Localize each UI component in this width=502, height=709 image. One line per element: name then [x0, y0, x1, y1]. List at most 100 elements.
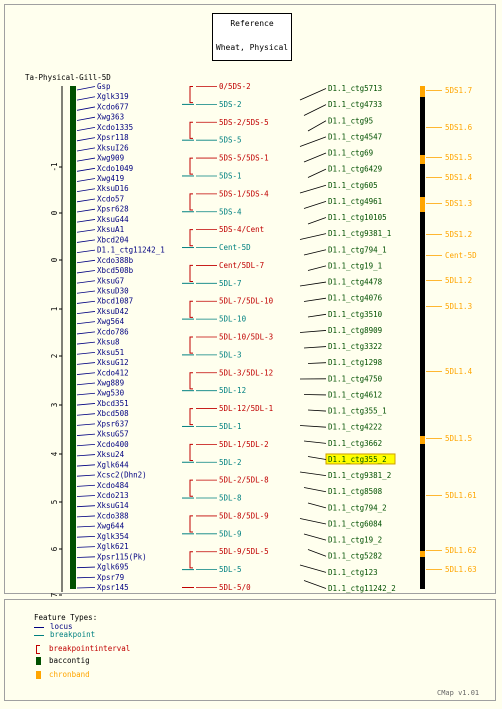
locus-label[interactable]: XksuD42	[97, 307, 129, 316]
locus-label[interactable]: Xcdo786	[97, 327, 129, 336]
chronband-label[interactable]: 5DL1.2	[445, 276, 472, 285]
contig-label[interactable]: D1.1_ctg8909	[328, 326, 382, 335]
breakpoint-label[interactable]: 5DS-5	[219, 136, 242, 145]
locus-label[interactable]: Xglk319	[97, 92, 129, 101]
locus-label[interactable]: Xcdo400	[97, 440, 129, 449]
locus-label[interactable]: Xksu51	[97, 348, 124, 357]
locus-label[interactable]: Xcdo57	[97, 194, 124, 203]
locus-label[interactable]: Xpsr145	[97, 583, 129, 592]
chronband-label[interactable]: 5DS1.4	[445, 173, 473, 182]
chronband-label[interactable]: 5DL1.5	[445, 434, 472, 443]
breakpoint-label[interactable]: 5DS-4	[219, 207, 242, 216]
contig-label[interactable]: D1.1_ctg4076	[328, 294, 383, 303]
contig-label[interactable]: D1.1_ctg6429	[328, 165, 382, 174]
breakpoint-label[interactable]: 5DL-8	[219, 494, 242, 503]
reference-map-box[interactable]: Reference Wheat, Physical	[212, 13, 292, 61]
locus-label[interactable]: Xbcd204	[97, 235, 129, 244]
breakpoint-label[interactable]: 5DL-10/5DL-3	[219, 333, 273, 342]
contig-label[interactable]: D1.1_ctg4733	[328, 100, 382, 109]
chronband-label[interactable]: 5DS1.6	[445, 123, 473, 132]
locus-label[interactable]: XksuG14	[97, 501, 129, 510]
locus-label[interactable]: Xbcd508	[97, 409, 129, 418]
breakpoint-label[interactable]: 5DS-1/5DS-4	[219, 189, 269, 198]
breakpoint-label[interactable]: 5DL-3	[219, 350, 242, 359]
breakpoint-label[interactable]: 5DL-2	[219, 458, 242, 467]
chronband-bar[interactable]	[420, 86, 425, 589]
contig-label[interactable]: D1.1_ctg794_2	[328, 503, 387, 512]
locus-label[interactable]: Xpsr628	[97, 205, 129, 214]
locus-label[interactable]: Xpsr637	[97, 419, 129, 428]
contig-label[interactable]: D1.1_ctg6084	[328, 519, 383, 528]
breakpoint-label[interactable]: 5DL-9/5DL-5	[219, 547, 269, 556]
breakpoint-label[interactable]: 5DS-5/5DS-1	[219, 154, 269, 163]
chronband-label[interactable]: 5DL1.63	[445, 565, 477, 574]
locus-label[interactable]: XksuG44	[97, 215, 129, 224]
contig-label[interactable]: D1.1_ctg4750	[328, 374, 383, 383]
breakpoint-label[interactable]: 0/5DS-2	[219, 82, 251, 91]
breakpoint-label[interactable]: 5DL-1/5DL-2	[219, 440, 269, 449]
chronband-label[interactable]: 5DL1.62	[445, 546, 477, 555]
locus-label[interactable]: Gsp	[97, 82, 111, 91]
breakpoint-label[interactable]: 5DL-3/5DL-12	[219, 368, 273, 377]
locus-label[interactable]: Xwg530	[97, 389, 125, 398]
locus-label[interactable]: Xwg909	[97, 154, 124, 163]
contig-label[interactable]: D1.1_ctg69	[328, 149, 373, 158]
locus-label[interactable]: Xwg644	[97, 522, 125, 531]
locus-label[interactable]: Xcdo677	[97, 102, 129, 111]
contig-label[interactable]: D1.1_ctg3322	[328, 342, 382, 351]
locus-label[interactable]: Xglk644	[97, 460, 129, 469]
contig-label[interactable]: D1.1_ctg5713	[328, 84, 382, 93]
locus-label[interactable]: Xpsr115(Pk)	[97, 552, 147, 561]
locus-label[interactable]: Xwg889	[97, 379, 124, 388]
locus-label[interactable]: XksuD30	[97, 286, 129, 295]
locus-label[interactable]: Xglk354	[97, 532, 129, 541]
chronband-label[interactable]: 5DS1.7	[445, 86, 472, 95]
breakpoint-label[interactable]: 5DL-10	[219, 315, 247, 324]
contig-label[interactable]: D1.1_ctg9381_2	[328, 471, 391, 480]
locus-label[interactable]: Xwg363	[97, 113, 124, 122]
chronband-label[interactable]: 5DL1.3	[445, 302, 472, 311]
breakpoint-label[interactable]: 5DL-7	[219, 279, 242, 288]
locus-label[interactable]: Xksu24	[97, 450, 125, 459]
locus-label[interactable]: XksuD16	[97, 184, 129, 193]
contig-label[interactable]: D1.1_ctg10105	[328, 213, 387, 222]
locus-label[interactable]: Xcdo412	[97, 368, 129, 377]
breakpoint-label[interactable]: 5DL-7/5DL-10	[219, 297, 274, 306]
chronband-label[interactable]: 5DL1.4	[445, 367, 473, 376]
contig-label[interactable]: D1.1_ctg4547	[328, 132, 382, 141]
breakpoint-label[interactable]: 5DS-1	[219, 171, 242, 180]
locus-label[interactable]: D1.1_ctg11242_1	[97, 246, 165, 255]
breakpoint-label[interactable]: 5DL-1	[219, 422, 242, 431]
breakpoint-label[interactable]: 5DL-12	[219, 386, 246, 395]
locus-label[interactable]: Xglk695	[97, 563, 129, 572]
contig-label[interactable]: D1.1_ctg4612	[328, 390, 382, 399]
breakpoint-label[interactable]: 5DS-4/Cent	[219, 225, 264, 234]
locus-label[interactable]: Xcdo213	[97, 491, 129, 500]
chronband-label[interactable]: 5DS1.3	[445, 199, 472, 208]
contig-label[interactable]: D1.1_ctg3510	[328, 310, 383, 319]
breakpoint-label[interactable]: 5DS-2	[219, 100, 242, 109]
contig-label[interactable]: D1.1_ctg1298	[328, 358, 383, 367]
contig-label[interactable]: D1.1_ctg4222	[328, 423, 382, 432]
breakpoint-label[interactable]: 5DL-9	[219, 529, 242, 538]
breakpoint-label[interactable]: 5DS-2/5DS-5	[219, 118, 269, 127]
locus-label[interactable]: Xbcd351	[97, 399, 129, 408]
breakpoint-label[interactable]: 5DL-2/5DL-8	[219, 476, 269, 485]
contig-label[interactable]: D1.1_ctg19_2	[328, 536, 382, 545]
contig-label[interactable]: D1.1_ctg355_1	[328, 407, 387, 416]
locus-label[interactable]: Xwg419	[97, 174, 124, 183]
locus-label[interactable]: XksuI26	[97, 143, 129, 152]
locus-label[interactable]: Xwg564	[97, 317, 125, 326]
locus-label[interactable]: Xksu8	[97, 338, 120, 347]
contig-label[interactable]: D1.1_ctg4961	[328, 197, 382, 206]
contig-label[interactable]: D1.1_ctg5282	[328, 552, 382, 561]
contig-label[interactable]: D1.1_ctg95	[328, 116, 373, 125]
contig-label[interactable]: D1.1_ctg355_2	[328, 455, 387, 464]
locus-label[interactable]: Xbcd508b	[97, 266, 134, 275]
locus-label[interactable]: XksuG12	[97, 358, 129, 367]
contig-label[interactable]: D1.1_ctg123	[328, 568, 378, 577]
chronband-label[interactable]: Cent-5D	[445, 251, 477, 260]
map-title[interactable]: Ta-Physical-Gill-5D	[25, 73, 111, 82]
contig-label[interactable]: D1.1_ctg19_1	[328, 261, 382, 270]
locus-label[interactable]: Xcdo388b	[97, 256, 134, 265]
